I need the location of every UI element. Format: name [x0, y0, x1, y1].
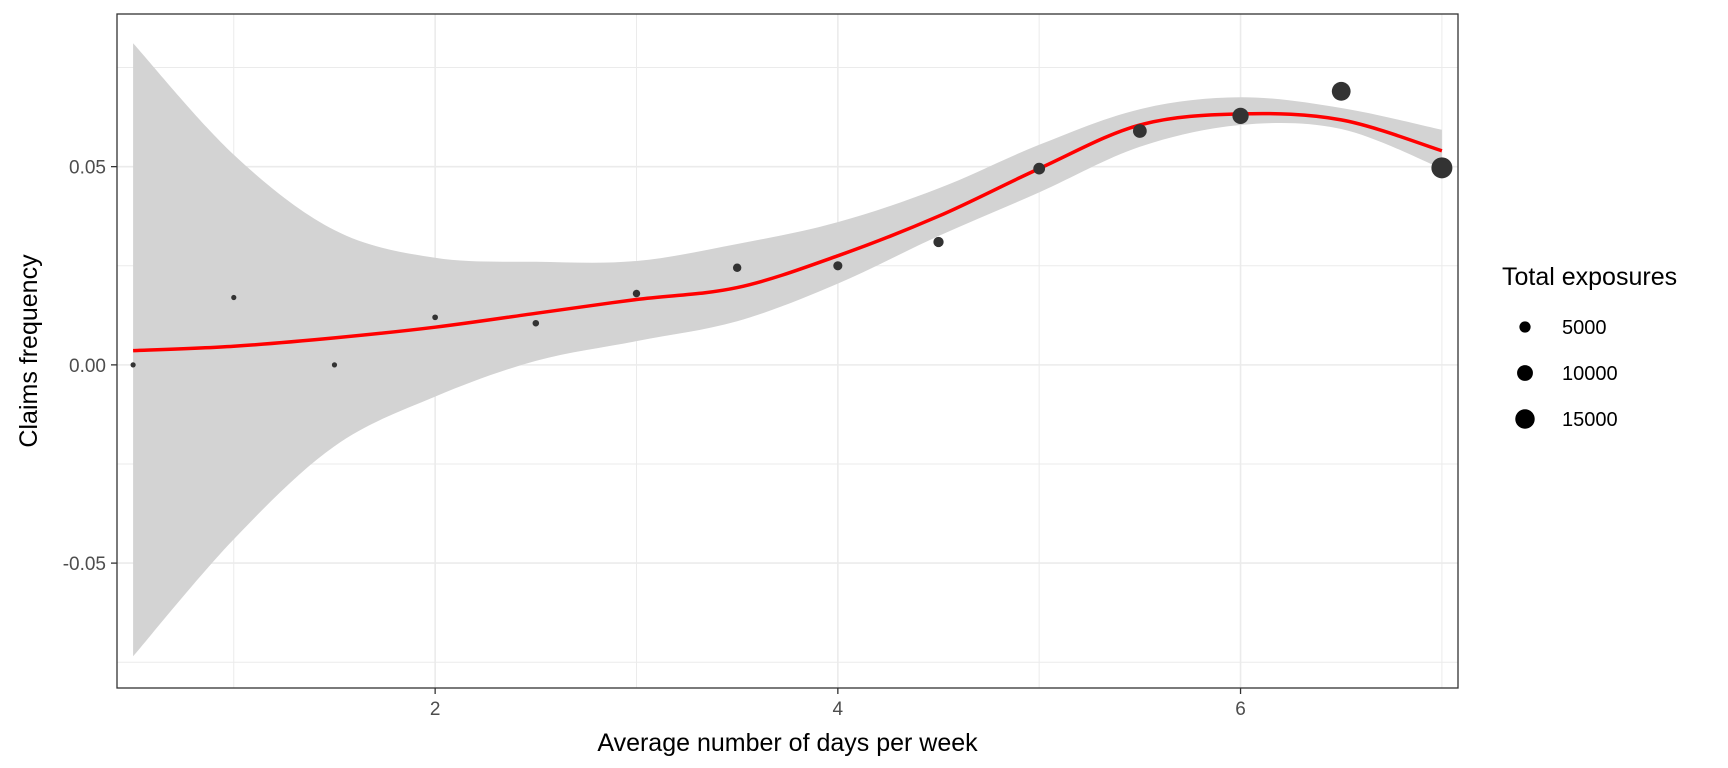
legend-items: 5000 10000 15000	[1515, 317, 1618, 431]
x-axis: 2 4 6	[430, 688, 1246, 720]
legend-key	[1517, 365, 1533, 381]
legend-key	[1515, 409, 1535, 429]
data-point	[231, 294, 237, 301]
legend-key	[1519, 321, 1531, 333]
legend-label: 10000	[1562, 363, 1618, 385]
data-point	[933, 236, 944, 248]
data-point	[532, 319, 540, 327]
confidence-band	[133, 43, 1442, 657]
y-tick-label: 0.05	[69, 158, 106, 179]
data-points	[130, 81, 1453, 368]
data-point	[833, 261, 843, 271]
panel-border	[116, 13, 1459, 689]
y-axis-title: Claims frequency	[15, 254, 43, 448]
data-point	[130, 362, 136, 368]
legend-title: Total exposures	[1502, 263, 1677, 291]
legend-label: 5000	[1562, 317, 1607, 339]
data-point	[632, 289, 641, 298]
x-tick-label: 6	[1235, 699, 1246, 720]
data-point	[432, 314, 438, 321]
data-point	[331, 362, 338, 368]
y-tick-label: -0.05	[63, 554, 106, 575]
data-point	[1033, 162, 1046, 175]
legend: Total exposures 5000 10000 15000	[1502, 263, 1677, 431]
y-tick-label: 0.00	[69, 356, 106, 377]
smooth-line	[133, 111, 1443, 353]
x-axis-title: Average number of days per week	[597, 729, 978, 757]
data-point	[1331, 81, 1351, 101]
grid-major	[117, 14, 1458, 688]
data-point	[1232, 107, 1249, 125]
data-point	[1132, 124, 1147, 138]
x-tick-label: 4	[833, 699, 844, 720]
data-point	[732, 263, 742, 272]
grid-minor	[117, 14, 1458, 688]
legend-label: 15000	[1562, 409, 1618, 431]
x-tick-label: 2	[430, 699, 441, 720]
data-point	[1431, 157, 1453, 179]
y-axis: -0.05 0.00 0.05	[63, 158, 117, 575]
